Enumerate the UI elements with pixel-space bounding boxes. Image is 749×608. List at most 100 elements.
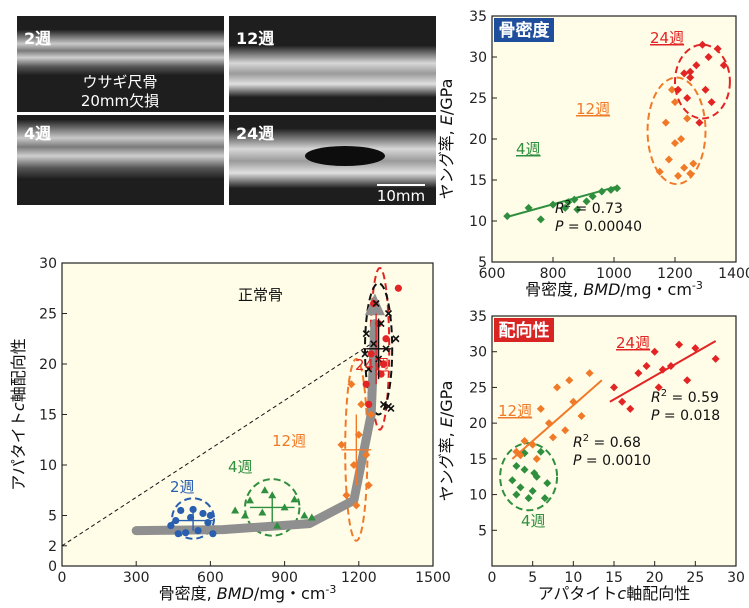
data-point [342,491,351,500]
y-tick-label: 20 [469,132,487,148]
data-point [352,501,361,510]
data-point [655,167,664,176]
group-label: 4週 [228,458,253,476]
data-point [290,495,299,503]
data-point [194,527,202,535]
data-point [384,309,393,318]
chart-bmd-young: 600 800 1000 1200 1400 5 10 15 20 25 30 35 骨密度, BMD/… [437,9,749,299]
data-point [585,369,594,378]
y-tick-label: 10 [469,214,487,230]
x-tick-label: 1200 [341,570,377,586]
data-point [570,195,579,204]
y-tick-label: 0 [48,559,57,575]
chart-orientation-young: 0 5 10 15 20 25 30 5 10 15 20 25 30 35 アパタイトc軸配向性 ヤング率,… [437,309,745,603]
y-tick-label: 5 [478,255,487,271]
stat-p: P = 0.0010 [573,453,651,469]
data-point [512,462,521,470]
y-tick-label: 25 [469,91,487,107]
y-tick-label: 30 [469,50,487,66]
data-point [564,198,573,207]
series-group [231,486,316,529]
data-point [692,61,701,70]
y-tick-label: 30 [39,256,57,272]
data-point [364,481,373,490]
data-point [367,350,375,358]
group-ellipse [499,442,559,512]
stat-p: P = 0.00040 [555,219,642,235]
xray-bone [17,120,224,180]
y-tick-label: 15 [469,452,487,468]
stat-r2: R2 = 0.59 [651,388,719,406]
data-point [577,412,586,420]
data-point [260,486,269,494]
data-point [677,135,686,143]
data-point [686,67,695,76]
data-point [394,284,402,292]
data-point [597,187,606,196]
series-group [337,380,376,510]
data-point [528,487,537,495]
data-point [524,494,533,503]
y-tick-label: 2 [48,539,57,555]
data-point [337,440,346,449]
x-axis-label: 骨密度, BMD/mg・cm-3 [525,279,703,299]
data-point [532,454,541,463]
data-point [686,169,695,178]
y-axis-label: アパタイトc軸配向性 [9,338,28,491]
group-label: 12週 [576,100,610,118]
group-label: 12週 [272,432,306,450]
y-tick-label: 35 [469,9,487,25]
data-point [273,521,282,529]
x-tick-label: 20 [646,570,664,586]
series-group [674,40,728,127]
group-ellipse [674,43,731,120]
data-point [365,400,373,408]
group-label: 4週 [521,512,546,530]
x-tick-label: 600 [479,266,506,282]
group-ellipse [171,497,216,540]
data-point [206,511,214,520]
group-label: 24週 [355,356,389,374]
data-point [174,530,182,538]
data-point [691,344,700,353]
data-point [553,383,562,392]
x-tick-label: 0 [488,570,497,586]
data-point [582,197,591,206]
y-tick-label: 10 [39,458,57,474]
data-point [689,159,698,168]
y-tick-label: 5 [48,509,57,525]
data-point [667,85,676,94]
group-label: 正常骨 [238,286,283,304]
data-point [561,203,570,212]
data-point [675,340,684,349]
xray-center-label: ウサギ尺骨 [82,73,157,91]
x-tick-label: 15 [605,570,623,586]
data-point [654,383,663,392]
data-point [569,397,578,406]
data-point [540,494,549,503]
xray-label-12w: 12週 [236,29,274,48]
x-tick-label: 300 [123,570,150,586]
data-point [613,184,622,193]
data-point [618,397,627,406]
y-tick-label: 30 [469,345,487,361]
trend-arrow [131,319,380,536]
data-point [719,61,728,70]
series-group [512,369,594,463]
guide-line [61,343,372,547]
panel-tag-label: 骨密度 [499,20,551,41]
data-point [565,376,574,385]
x-tick-label: 1500 [415,570,451,586]
xray-figure: 2週 12週 4週 24週 ウサギ尺骨 20mm欠損 10mm [17,16,436,205]
data-point [362,380,370,388]
x-tick-label: 800 [540,266,567,282]
series-group [508,447,552,503]
data-point [588,192,597,201]
panel-tag-label: 配向性 [499,320,550,341]
data-point [634,369,643,378]
data-point [543,479,552,488]
group-ellipse [369,267,391,431]
x-tick-label: 25 [686,570,704,586]
data-point [167,522,175,530]
data-point [707,98,716,107]
